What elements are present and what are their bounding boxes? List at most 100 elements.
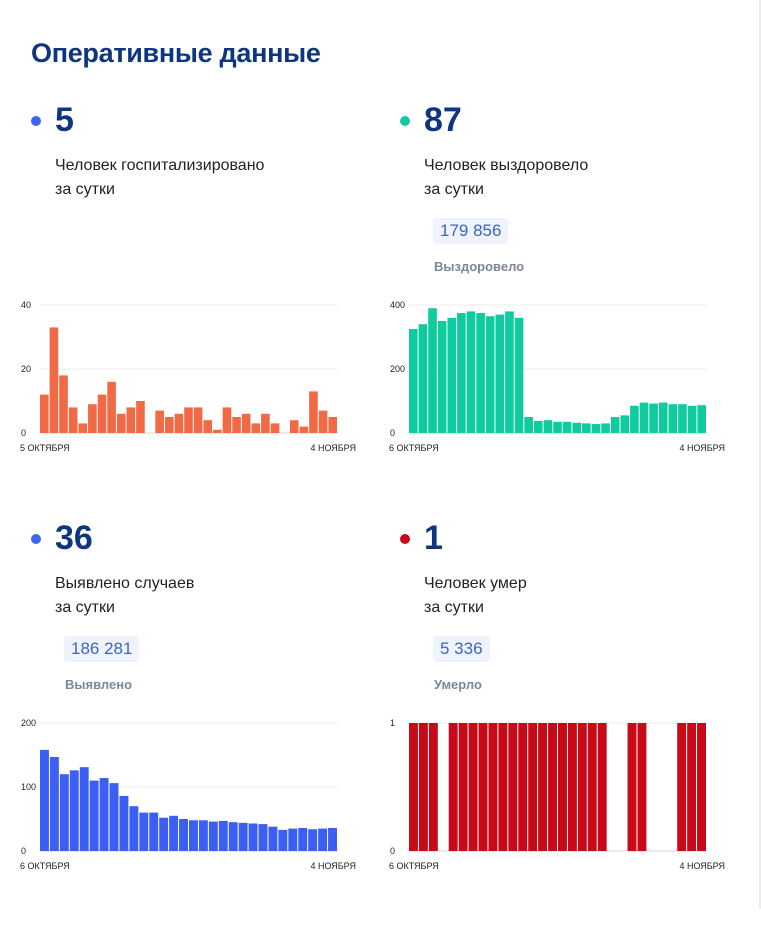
cases-desc-line1: Выявлено случаев [55,575,195,592]
bar [109,783,119,851]
bar [232,417,241,433]
bar [687,405,697,433]
recovered-desc-line1: Человек выздоровело [424,157,589,174]
bar [136,401,145,433]
bar [437,321,447,433]
bar [59,375,68,433]
bar [597,723,607,851]
bar [222,407,232,433]
bar [567,723,577,851]
bar [258,824,268,851]
bar [89,780,99,851]
bar [495,314,505,433]
bar [40,394,49,433]
recovered-chart: 0 200 400 6 ОКТЯБРЯ 4 НОЯБРЯ [389,300,725,453]
recovered-count: 87 [424,101,462,139]
bar [99,778,109,851]
bar [238,822,248,851]
bar [278,829,288,851]
bar [476,313,485,433]
deaths-desc-line1: Человек умер [424,575,527,592]
x-end-label: 4 НОЯБРЯ [310,861,356,871]
bar [261,413,270,433]
hospitalized-dot [31,116,41,126]
bar [159,817,169,851]
recovered-card: 87 Человек выздоровело за сутки 179 856 … [400,100,750,520]
bar [478,723,488,851]
bar [198,820,208,851]
recovered-total-label: Выздоровело [434,259,525,274]
bar [697,405,706,433]
bar [270,423,280,433]
bar [488,723,498,851]
bar [485,316,495,433]
bar [164,417,174,433]
bar [538,723,548,851]
bar [620,415,630,433]
bar [268,826,278,851]
bar [498,723,508,851]
bar [218,820,228,851]
bar [518,723,528,851]
bar [697,723,706,851]
bar [668,404,678,433]
bar [40,749,49,851]
bar [184,407,193,433]
bar [169,815,179,851]
bar [107,381,116,433]
bar [79,767,89,851]
bar [251,423,261,433]
bar [457,313,466,433]
bar [49,327,59,433]
bar [658,402,668,433]
bar [241,413,251,433]
x-end-label: 4 НОЯБРЯ [679,861,725,871]
bar [508,723,518,851]
cases-dot [31,534,41,544]
bar [601,423,610,433]
bar [68,407,78,433]
bar [649,403,658,433]
bar [289,420,299,433]
bar [639,402,649,433]
cases-description: Выявлено случаев за сутки [55,572,355,620]
hospitalized-card: 5 Человек госпитализировано за сутки [31,100,381,520]
bar [637,723,647,851]
bar [562,421,572,433]
bar [328,827,337,851]
deaths-desc-line2: за сутки [424,599,484,616]
x-start-label: 6 ОКТЯБРЯ [20,861,70,871]
bar [213,429,222,433]
bar [524,417,533,433]
y-tick-label: 400 [390,300,405,310]
bar [428,723,438,851]
bar [591,424,601,433]
deaths-total: 5 336 [433,636,490,662]
bar [533,420,543,433]
bar [308,829,318,851]
bar [78,423,88,433]
bar [677,723,687,851]
bar [548,723,557,851]
bar [409,723,418,851]
bar [119,795,129,851]
deaths-count: 1 [424,519,443,557]
deaths-description: Человек умер за сутки [424,572,724,620]
cases-count: 36 [55,519,93,557]
cases-total-label: Выявлено [65,677,133,692]
bar [174,413,184,433]
bar [418,324,428,433]
cases-card: 36 Выявлено случаев за сутки 186 281 Выя… [31,518,381,938]
bar [514,317,524,433]
x-start-label: 6 ОКТЯБРЯ [389,861,439,871]
y-tick-label: 0 [21,846,26,856]
page-title: Оперативные данные [31,38,321,68]
bar [299,426,309,433]
bar [687,723,697,851]
bar [309,391,318,433]
bar [126,407,136,433]
bar [318,410,328,433]
bar [298,827,308,851]
bar [97,394,107,433]
bar [505,311,514,433]
